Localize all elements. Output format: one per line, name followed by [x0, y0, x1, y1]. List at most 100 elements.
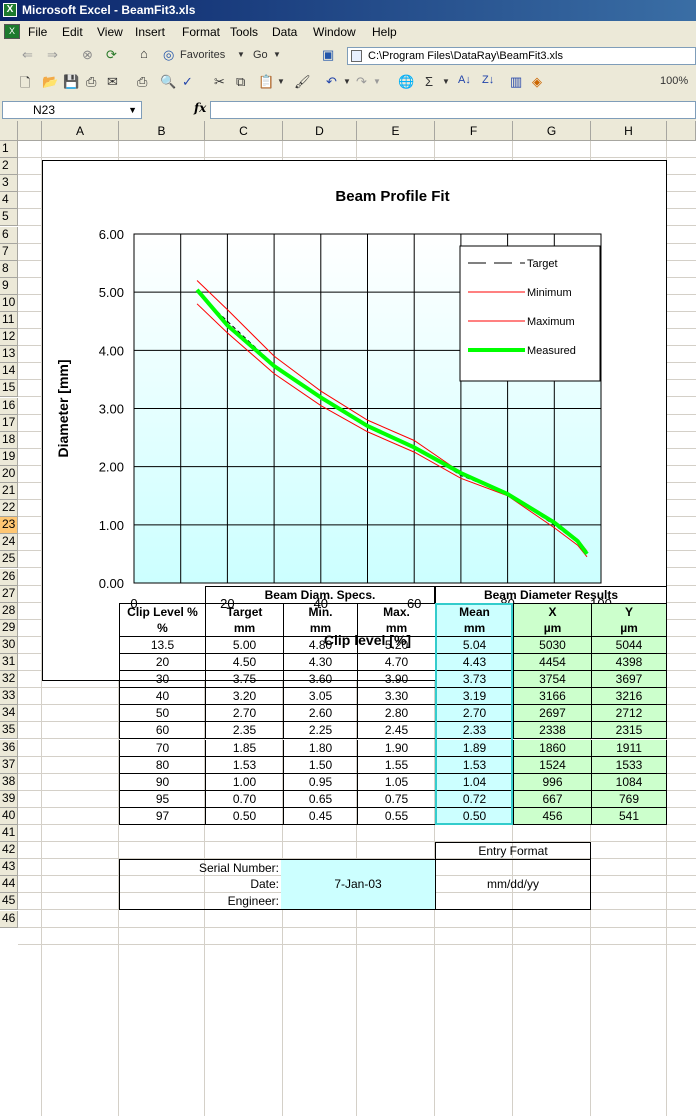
- stop-icon[interactable]: ⊗: [82, 47, 93, 62]
- table-data-cell[interactable]: 1533: [591, 757, 667, 774]
- table-data-cell[interactable]: 2.60: [283, 705, 357, 722]
- zoom-value[interactable]: 100%: [660, 75, 689, 87]
- workbook-icon[interactable]: X: [4, 24, 20, 39]
- excel-app-icon[interactable]: X: [3, 3, 17, 17]
- table-data-cell[interactable]: 1.05: [357, 774, 435, 791]
- row-header-46[interactable]: 46: [0, 911, 18, 928]
- table-data-cell[interactable]: 1.90: [357, 740, 435, 757]
- new-icon[interactable]: 🗋: [20, 75, 31, 90]
- column-header-e[interactable]: E: [357, 121, 435, 141]
- table-data-cell[interactable]: 40: [119, 688, 205, 705]
- table-data-cell[interactable]: 5.04: [435, 637, 513, 654]
- row-header-29[interactable]: 29: [0, 620, 18, 637]
- open-icon[interactable]: 📂: [42, 74, 59, 89]
- row-header-12[interactable]: 12: [0, 329, 18, 346]
- chevron-down-icon[interactable]: ▼: [128, 105, 137, 115]
- spelling-icon[interactable]: ✓: [182, 74, 193, 89]
- table-data-cell[interactable]: 3.30: [357, 688, 435, 705]
- table-data-cell[interactable]: 769: [591, 791, 667, 808]
- row-header-13[interactable]: 13: [0, 346, 18, 363]
- table-data-cell[interactable]: 1084: [591, 774, 667, 791]
- menu-help[interactable]: Help: [372, 25, 397, 39]
- show-only-web-toolbar-icon[interactable]: ▣: [322, 47, 335, 62]
- chevron-down-icon[interactable]: ▼: [373, 77, 381, 86]
- row-header-28[interactable]: 28: [0, 603, 18, 620]
- row-header-36[interactable]: 36: [0, 740, 18, 757]
- table-data-cell[interactable]: 3.90: [357, 671, 435, 688]
- worksheet[interactable]: A B C D E F G H 1 2 3 4 5 6 7 8 9 10 11 12 13 14 15 16 17 18 19 20 2…: [0, 121, 696, 1116]
- row-header-5[interactable]: 5: [0, 209, 18, 226]
- table-data-cell[interactable]: 3166: [513, 688, 591, 705]
- row-header-33[interactable]: 33: [0, 688, 18, 705]
- table-data-cell[interactable]: 5030: [513, 637, 591, 654]
- table-data-cell[interactable]: 0.50: [435, 808, 513, 825]
- cut-icon[interactable]: ✂: [214, 74, 225, 89]
- chevron-down-icon[interactable]: ▼: [273, 50, 281, 59]
- menu-edit[interactable]: Edit: [62, 25, 83, 39]
- table-data-cell[interactable]: 3.60: [283, 671, 357, 688]
- table-data-cell[interactable]: 2.35: [205, 722, 283, 739]
- format-painter-icon[interactable]: 🖌: [294, 74, 311, 89]
- row-header-45[interactable]: 45: [0, 893, 18, 910]
- table-data-cell[interactable]: 0.70: [205, 791, 283, 808]
- row-header-31[interactable]: 31: [0, 654, 18, 671]
- table-data-cell[interactable]: 2.25: [283, 722, 357, 739]
- row-header-43[interactable]: 43: [0, 859, 18, 876]
- row-header-32[interactable]: 32: [0, 671, 18, 688]
- chart-beam-profile-fit[interactable]: Beam Profile Fit0204060801000.001.002.00…: [42, 160, 667, 681]
- column-header-b[interactable]: B: [119, 121, 205, 141]
- permission-icon[interactable]: ⎙: [86, 74, 97, 89]
- table-data-cell[interactable]: 3.75: [205, 671, 283, 688]
- row-header-8[interactable]: 8: [0, 261, 18, 278]
- table-data-cell[interactable]: 20: [119, 654, 205, 671]
- table-data-cell[interactable]: 4398: [591, 654, 667, 671]
- table-data-cell[interactable]: 0.75: [357, 791, 435, 808]
- menu-file[interactable]: File: [28, 25, 48, 39]
- row-header-2[interactable]: 2: [0, 158, 18, 175]
- menu-data[interactable]: Data: [272, 25, 298, 39]
- row-header-39[interactable]: 39: [0, 791, 18, 808]
- row-header-23[interactable]: 23: [0, 517, 18, 534]
- row-header-44[interactable]: 44: [0, 876, 18, 893]
- row-header-15[interactable]: 15: [0, 380, 18, 397]
- table-data-cell[interactable]: 5044: [591, 637, 667, 654]
- table-data-cell[interactable]: 4.43: [435, 654, 513, 671]
- table-data-cell[interactable]: 1.53: [435, 757, 513, 774]
- table-data-cell[interactable]: 4.70: [357, 654, 435, 671]
- drawing-icon[interactable]: ◈: [532, 74, 542, 89]
- row-header-6[interactable]: 6: [0, 227, 18, 244]
- table-data-cell[interactable]: 1.55: [357, 757, 435, 774]
- menu-tools[interactable]: Tools: [230, 25, 259, 39]
- table-data-cell[interactable]: 50: [119, 705, 205, 722]
- sort-ascending-icon[interactable]: A↓: [458, 74, 471, 86]
- table-data-cell[interactable]: 1.53: [205, 757, 283, 774]
- paste-icon[interactable]: 📋: [258, 74, 275, 89]
- table-data-cell[interactable]: 30: [119, 671, 205, 688]
- column-header-c[interactable]: C: [205, 121, 283, 141]
- fx-icon[interactable]: fx: [194, 101, 207, 115]
- table-data-cell[interactable]: 3.73: [435, 671, 513, 688]
- table-data-cell[interactable]: 2.70: [205, 705, 283, 722]
- copy-icon[interactable]: ⧉: [236, 74, 246, 89]
- table-data-cell[interactable]: 1.00: [205, 774, 283, 791]
- column-header-h[interactable]: H: [591, 121, 667, 141]
- table-data-cell[interactable]: 1.04: [435, 774, 513, 791]
- undo-icon[interactable]: ↶: [326, 74, 337, 89]
- row-header-14[interactable]: 14: [0, 363, 18, 380]
- table-data-cell[interactable]: 1.50: [283, 757, 357, 774]
- table-data-cell[interactable]: 1911: [591, 740, 667, 757]
- table-data-cell[interactable]: 0.45: [283, 808, 357, 825]
- search-web-icon[interactable]: ◎: [163, 47, 175, 62]
- forward-arrow-icon[interactable]: ⇒: [47, 47, 58, 62]
- row-header-18[interactable]: 18: [0, 432, 18, 449]
- row-header-27[interactable]: 27: [0, 586, 18, 603]
- table-data-cell[interactable]: 2712: [591, 705, 667, 722]
- menu-format[interactable]: Format: [182, 25, 221, 39]
- table-data-cell[interactable]: 2338: [513, 722, 591, 739]
- row-header-25[interactable]: 25: [0, 551, 18, 568]
- print-icon[interactable]: ⎙: [137, 74, 148, 89]
- column-header-i[interactable]: [667, 121, 696, 141]
- table-data-cell[interactable]: 2.70: [435, 705, 513, 722]
- chevron-down-icon[interactable]: ▼: [343, 77, 351, 86]
- table-data-cell[interactable]: 5.20: [357, 637, 435, 654]
